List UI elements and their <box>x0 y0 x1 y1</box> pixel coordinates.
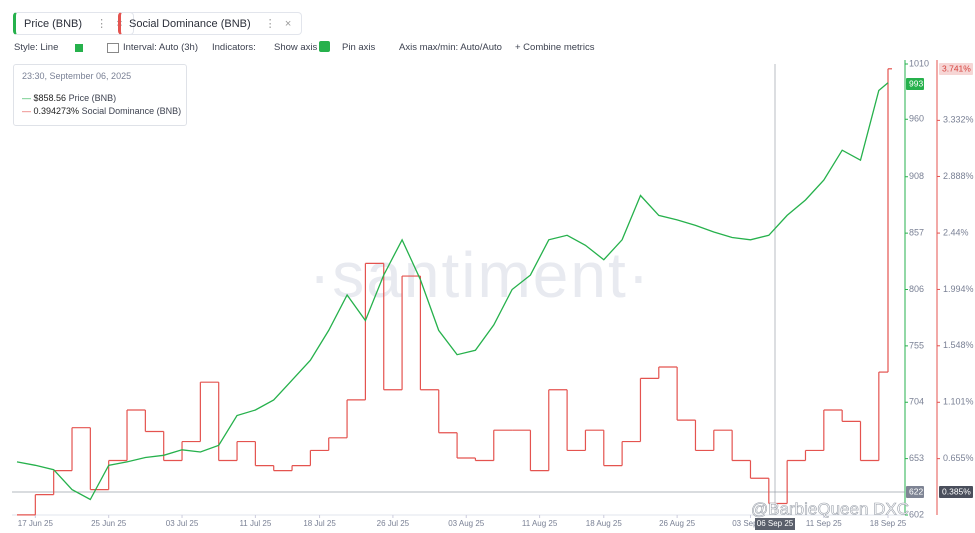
x-tick-label: 25 Jun 25 <box>91 519 127 528</box>
y2-tick-label: 1.548% <box>943 340 974 350</box>
date-cursor-tag-bg <box>755 518 795 530</box>
overlay-watermark: @BarbieQueen DXC <box>751 499 909 518</box>
dominance-last-tag: 3.741% <box>942 63 971 73</box>
dominance-cursor-tag-bg <box>939 486 973 498</box>
tooltip-value: 0.394273% <box>33 106 80 116</box>
y2-tick-label: 0.655% <box>943 453 974 463</box>
price-line <box>16 82 889 501</box>
tooltip-time: 23:30, September 06, 2025 <box>22 71 132 81</box>
x-tick-label: 11 Jul 25 <box>239 519 271 528</box>
y2-tick-label: 1.101% <box>943 397 974 407</box>
x-tick-label: 11 Aug 25 <box>522 519 558 528</box>
tooltip: 23:30, September 06, 2025 — $858.56 Pric… <box>13 64 187 126</box>
y-tick-label: 704 <box>909 397 924 407</box>
watermark: ·santiment· <box>309 239 651 311</box>
axis-range[interactable]: Axis max/min: Auto/Auto <box>399 42 502 53</box>
price-cursor-tag-bg <box>906 486 924 498</box>
y2-tick-label: 2.888% <box>943 171 974 181</box>
color-swatch[interactable] <box>75 44 83 52</box>
style-select[interactable]: Style: Line <box>14 42 59 53</box>
x-tick-label: 18 Aug 25 <box>586 519 623 528</box>
tab-label: Social Dominance (BNB) <box>129 18 251 30</box>
price-last-tag-bg <box>906 78 924 90</box>
show-axis[interactable]: Show axis <box>274 42 318 53</box>
y-tick-label: 653 <box>909 453 924 463</box>
tooltip-value: $858.56 <box>33 93 67 103</box>
x-tick-label: 03 Sep 25 <box>732 519 769 528</box>
y2-tick-label: 2.44% <box>943 227 969 237</box>
combine-metrics[interactable]: + Combine metrics <box>515 42 595 53</box>
y-tick-label: 602 <box>909 509 924 519</box>
metric-tab[interactable]: Social Dominance (BNB) ⋮ × <box>118 12 303 35</box>
y-tick-label: 755 <box>909 340 924 350</box>
indicators-select[interactable]: Indicators: <box>212 42 256 53</box>
x-tick-label: 26 Aug 25 <box>659 519 696 528</box>
x-tick-label: 26 Jul 25 <box>377 519 410 528</box>
y-tick-label: 806 <box>909 284 924 294</box>
y-tick-label: 1010 <box>909 58 929 68</box>
pin-axis[interactable]: Pin axis <box>342 42 376 53</box>
tab-label: Price (BNB) <box>24 18 83 30</box>
dominance-last-tag-bg <box>939 63 973 75</box>
y-tick-label: 857 <box>909 228 924 238</box>
interval-select[interactable]: Interval: Auto (3h) <box>123 42 198 53</box>
date-cursor-tag: 06 Sep 25 <box>757 519 794 528</box>
y-tick-label: 960 <box>909 114 924 124</box>
x-tick-label: 11 Sep 25 <box>806 519 842 528</box>
tooltip-name: Social Dominance (BNB) <box>81 106 182 116</box>
tooltip-name: Price (BNB) <box>68 93 117 103</box>
calendar-icon <box>107 43 119 53</box>
y2-tick-label: 1.994% <box>943 284 974 294</box>
checkbox[interactable] <box>319 41 330 52</box>
y-tick-label: 908 <box>909 171 924 181</box>
price-cursor-tag: 622 <box>909 486 923 496</box>
x-tick-label: 18 Sep 25 <box>870 519 907 528</box>
x-tick-label: 03 Aug 25 <box>448 519 485 528</box>
x-tick-label: 18 Jul 25 <box>303 519 336 528</box>
dominance-cursor-tag: 0.385% <box>942 486 971 496</box>
x-tick-label: 17 Jun 25 <box>18 519 54 528</box>
x-tick-label: 03 Jul 25 <box>166 519 199 528</box>
metric-tab[interactable]: Price (BNB) ⋮ × <box>13 12 134 35</box>
y2-tick-label: 3.332% <box>943 115 974 125</box>
price-last-tag: 993 <box>909 78 923 88</box>
